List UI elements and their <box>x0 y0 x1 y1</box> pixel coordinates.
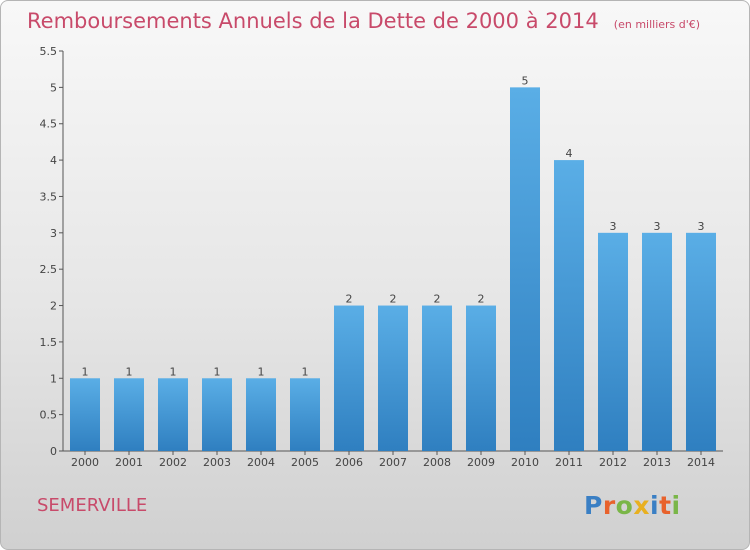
data-label: 2 <box>390 293 397 306</box>
y-tick-label: 5 <box>50 81 57 94</box>
x-tick-label: 2011 <box>555 456 583 469</box>
chart-title: Remboursements Annuels de la Dette de 20… <box>27 9 700 33</box>
x-tick-label: 2006 <box>335 456 363 469</box>
x-tick-label: 2007 <box>379 456 407 469</box>
y-tick-label: 4.5 <box>40 118 58 131</box>
x-tick-label: 2010 <box>511 456 539 469</box>
data-label: 3 <box>610 220 617 233</box>
data-label: 5 <box>522 74 529 87</box>
logo-letter: t <box>659 491 672 520</box>
data-label: 1 <box>302 365 309 378</box>
data-label: 3 <box>654 220 661 233</box>
bar <box>686 232 716 451</box>
y-tick-label: 5.5 <box>40 45 58 58</box>
bar <box>246 378 276 451</box>
y-tick-label: 2.5 <box>40 263 58 276</box>
x-tick-label: 2014 <box>687 456 715 469</box>
bar <box>70 378 100 451</box>
bar <box>466 305 496 451</box>
x-tick-label: 2002 <box>159 456 187 469</box>
y-tick-label: 3 <box>50 227 57 240</box>
data-label: 2 <box>478 293 485 306</box>
bar <box>510 87 540 451</box>
y-tick-label: 1 <box>50 372 57 385</box>
bar <box>334 305 364 451</box>
y-tick-label: 3.5 <box>40 190 58 203</box>
y-tick-label: 0.5 <box>40 409 58 422</box>
logo-letter: o <box>615 491 634 520</box>
data-label: 1 <box>258 365 265 378</box>
logo-letter: x <box>633 491 650 520</box>
data-label: 3 <box>698 220 705 233</box>
y-tick-label: 1.5 <box>40 336 58 349</box>
x-tick-label: 2003 <box>203 456 231 469</box>
bar <box>114 378 144 451</box>
bar <box>554 160 584 451</box>
data-label: 2 <box>434 293 441 306</box>
bar <box>642 232 672 451</box>
x-tick-label: 2005 <box>291 456 319 469</box>
logo-letter: i <box>671 491 681 520</box>
bar <box>422 305 452 451</box>
commune-name: SEMERVILLE <box>37 495 148 516</box>
data-label: 1 <box>214 365 221 378</box>
x-tick-label: 2008 <box>423 456 451 469</box>
x-tick-label: 2000 <box>71 456 99 469</box>
x-tick-label: 2013 <box>643 456 671 469</box>
y-tick-label: 2 <box>50 300 57 313</box>
bar <box>202 378 232 451</box>
bar <box>158 378 188 451</box>
bar <box>598 232 628 451</box>
data-label: 2 <box>346 293 353 306</box>
data-label: 4 <box>566 147 573 160</box>
title-text: Remboursements Annuels de la Dette de 20… <box>27 9 599 33</box>
bar <box>378 305 408 451</box>
x-tick-label: 2012 <box>599 456 627 469</box>
data-label: 1 <box>126 365 133 378</box>
logo-letter: i <box>650 491 660 520</box>
data-label: 1 <box>170 365 177 378</box>
data-label: 1 <box>82 365 89 378</box>
logo-letter: r <box>602 491 616 520</box>
y-tick-label: 4 <box>50 154 57 167</box>
x-tick-label: 2009 <box>467 456 495 469</box>
logo-letter: P <box>584 491 603 520</box>
bar <box>290 378 320 451</box>
x-tick-label: 2001 <box>115 456 143 469</box>
y-tick-label: 0 <box>50 445 57 458</box>
x-tick-label: 2004 <box>247 456 275 469</box>
proxiti-logo: Proxiti <box>584 491 681 520</box>
title-unit: (en milliers d'€) <box>613 18 701 31</box>
